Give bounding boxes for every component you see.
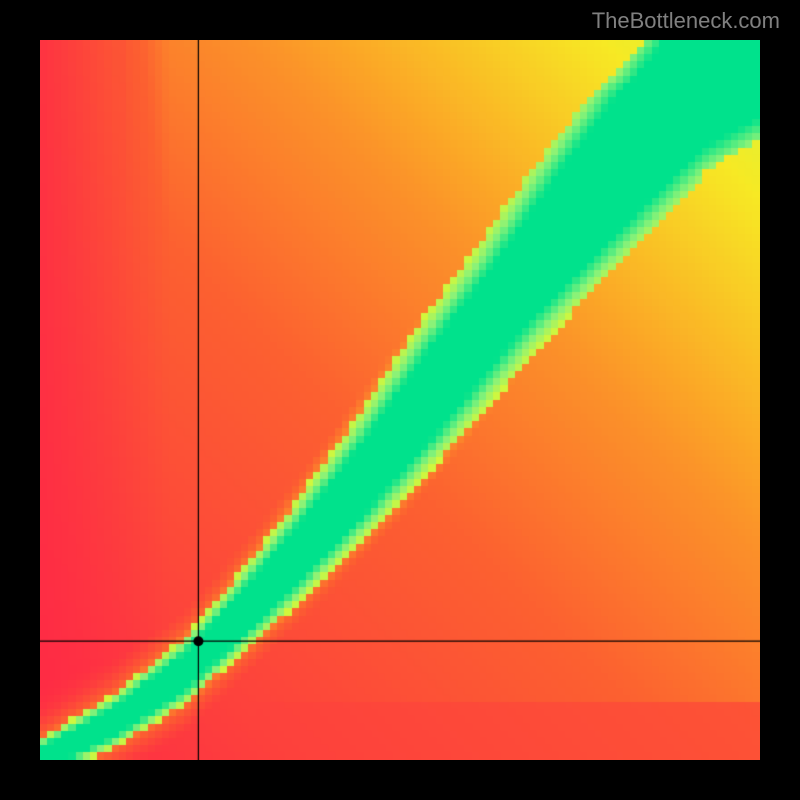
heatmap-canvas: [40, 40, 760, 760]
chart-frame: TheBottleneck.com: [0, 0, 800, 800]
watermark-text: TheBottleneck.com: [592, 8, 780, 34]
plot-area: [40, 40, 760, 760]
